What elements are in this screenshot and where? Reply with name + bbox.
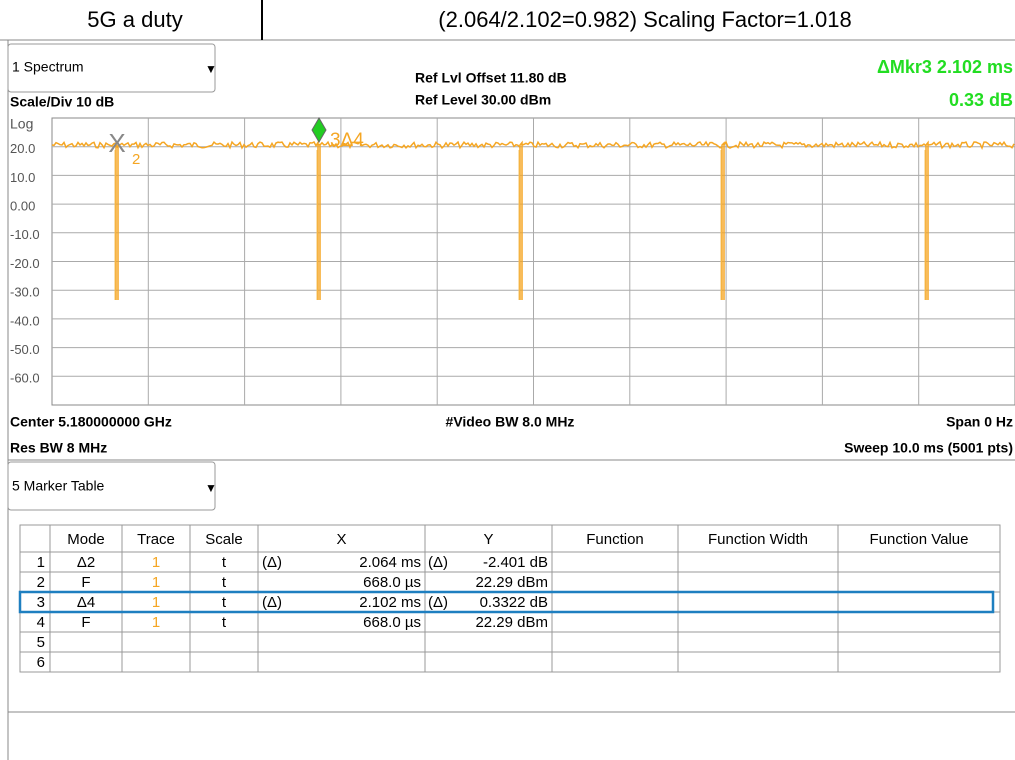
y-label: 10.0 bbox=[10, 170, 35, 185]
cell-mode: Δ2 bbox=[77, 554, 95, 571]
cell-mode: F bbox=[81, 614, 90, 631]
cell-n: 1 bbox=[37, 554, 45, 571]
trace bbox=[51, 139, 1015, 300]
cell-x: 668.0 µs bbox=[363, 614, 421, 631]
selected-row bbox=[18, 590, 995, 614]
y-label: -40.0 bbox=[10, 313, 40, 328]
cell-n: 5 bbox=[37, 634, 45, 651]
column-header: Scale bbox=[205, 531, 243, 548]
column-header: Function Value bbox=[870, 531, 969, 548]
cell-n: 3 bbox=[37, 594, 45, 611]
marker-readout-value: 0.33 dB bbox=[949, 90, 1013, 110]
cell-trace: 1 bbox=[152, 574, 160, 591]
cell-scale: t bbox=[222, 614, 227, 631]
sweep: Sweep 10.0 ms (5001 pts) bbox=[844, 440, 1013, 456]
cell-yref: (Δ) bbox=[428, 594, 448, 611]
column-header: Function Width bbox=[708, 531, 808, 548]
table-window[interactable]: 5 Marker Table bbox=[12, 478, 105, 494]
cell-x: 2.102 ms bbox=[359, 594, 421, 611]
cell-x: 668.0 µs bbox=[363, 574, 421, 591]
y-label: -30.0 bbox=[10, 285, 40, 300]
cell-n: 6 bbox=[37, 654, 45, 671]
cell-scale: t bbox=[222, 594, 227, 611]
spectrum-dropdown[interactable] bbox=[7, 43, 216, 93]
scale-div: Scale/Div 10 dB bbox=[10, 94, 114, 110]
y-label: -60.0 bbox=[10, 371, 40, 386]
table-dropdown[interactable] bbox=[7, 461, 216, 511]
scaling-text: (2.064/2.102=0.982) Scaling Factor=1.018 bbox=[438, 7, 851, 32]
cell-trace: 1 bbox=[152, 594, 160, 611]
cell-yref: (Δ) bbox=[428, 554, 448, 571]
spectrum-window[interactable]: 1 Spectrum bbox=[12, 59, 84, 75]
marker-label: 2 bbox=[132, 151, 140, 168]
span: Span 0 Hz bbox=[946, 414, 1013, 430]
cell-y: 22.29 dBm bbox=[475, 574, 548, 591]
cell-n: 2 bbox=[37, 574, 45, 591]
column-header: Mode bbox=[67, 531, 105, 548]
column-header: Function bbox=[586, 531, 644, 548]
scale-type: Log bbox=[10, 116, 33, 132]
cell-trace: 1 bbox=[152, 614, 160, 631]
cell-y: -2.401 dB bbox=[483, 554, 548, 571]
ref-offset: Ref Lvl Offset 11.80 dB bbox=[415, 70, 567, 86]
column-header: Trace bbox=[137, 531, 175, 548]
dropdown-arrow: ▼ bbox=[205, 62, 217, 76]
res-bw: Res BW 8 MHz bbox=[10, 440, 107, 456]
video-bw: #Video BW 8.0 MHz bbox=[446, 414, 575, 430]
cell-trace: 1 bbox=[152, 554, 160, 571]
column-header: Y bbox=[483, 531, 493, 548]
cell-mode: Δ4 bbox=[77, 594, 95, 611]
center-freq: Center 5.180000000 GHz bbox=[10, 414, 172, 430]
marker-label: 3Δ4 bbox=[330, 130, 364, 151]
y-label: -10.0 bbox=[10, 227, 40, 242]
cell-x: 2.064 ms bbox=[359, 554, 421, 571]
y-label: -50.0 bbox=[10, 342, 40, 357]
cell-y: 22.29 dBm bbox=[475, 614, 548, 631]
cell-n: 4 bbox=[37, 614, 45, 631]
y-label: -20.0 bbox=[10, 256, 40, 271]
cell-xref: (Δ) bbox=[262, 594, 282, 611]
column-header: X bbox=[336, 531, 346, 548]
marker-diamond bbox=[311, 117, 327, 143]
marker-x: X bbox=[108, 128, 125, 158]
cell-mode: F bbox=[81, 574, 90, 591]
y-label: 20.0 bbox=[10, 141, 35, 156]
header-title: 5G a duty bbox=[87, 7, 182, 32]
cell-y: 0.3322 dB bbox=[480, 594, 548, 611]
ref-level: Ref Level 30.00 dBm bbox=[415, 92, 551, 108]
marker-readout: ΔMkr3 2.102 ms bbox=[877, 57, 1013, 77]
cell-scale: t bbox=[222, 574, 227, 591]
dropdown-arrow: ▼ bbox=[205, 481, 217, 495]
cell-xref: (Δ) bbox=[262, 554, 282, 571]
cell-scale: t bbox=[222, 554, 227, 571]
y-label: 0.00 bbox=[10, 199, 35, 214]
